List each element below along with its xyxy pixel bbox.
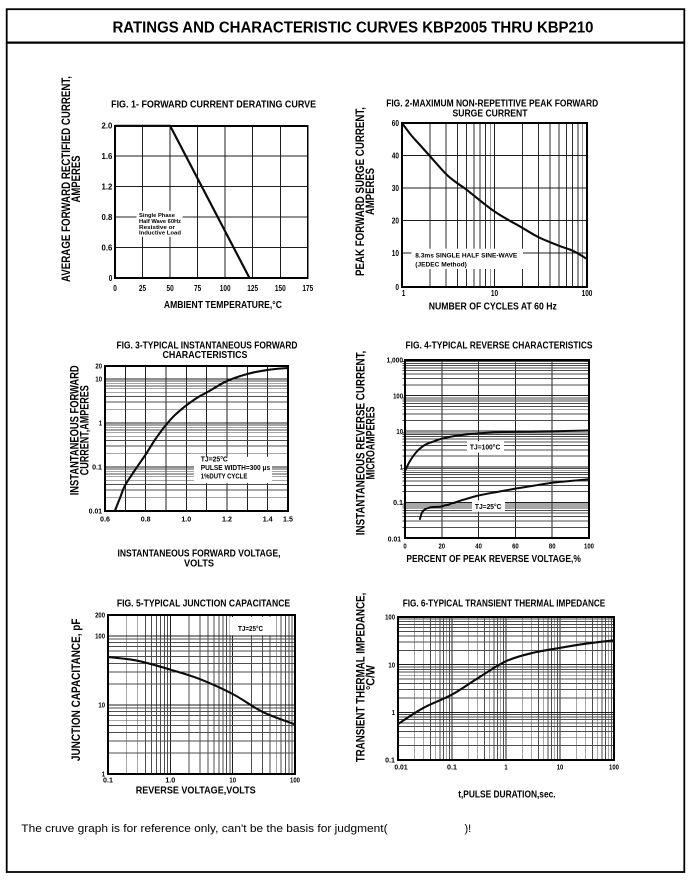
svg-text:AVERAGE FORWARD RECTIFIED CURR: AVERAGE FORWARD RECTIFIED CURRENT,AMPERE… xyxy=(59,76,83,282)
svg-text:TJ=100°C: TJ=100°C xyxy=(470,443,501,452)
svg-text:FIG. 4-TYPICAL REVERSE CHARACT: FIG. 4-TYPICAL REVERSE CHARACTERISTICS xyxy=(406,340,593,351)
svg-text:0.8: 0.8 xyxy=(141,517,151,524)
svg-text:100: 100 xyxy=(609,764,619,771)
svg-text:60: 60 xyxy=(512,543,519,550)
svg-text:0: 0 xyxy=(403,543,406,550)
svg-text:20: 20 xyxy=(95,364,102,371)
svg-text:10: 10 xyxy=(396,429,403,436)
svg-text:TRANSIENT THERMAL IMPEDANCE,°C: TRANSIENT THERMAL IMPEDANCE,°C/W xyxy=(354,593,378,763)
svg-text:2.0: 2.0 xyxy=(102,122,113,131)
svg-text:8.3ms SINGLE HALF SINE-WAVE: 8.3ms SINGLE HALF SINE-WAVE xyxy=(415,252,517,259)
svg-text:1: 1 xyxy=(402,289,406,298)
svg-text:0.8: 0.8 xyxy=(102,213,113,222)
svg-text:0.6: 0.6 xyxy=(100,517,110,524)
svg-text:40: 40 xyxy=(392,152,400,161)
svg-text:0.1: 0.1 xyxy=(103,778,113,785)
svg-text:10: 10 xyxy=(98,703,105,710)
svg-text:FIG. 1- FORWARD CURRENT DERATI: FIG. 1- FORWARD CURRENT DERATING CURVE xyxy=(111,99,316,110)
svg-text:1.0: 1.0 xyxy=(181,517,191,524)
svg-text:JUNCTION CAPACITANCE, pF: JUNCTION CAPACITANCE, pF xyxy=(69,619,83,762)
svg-text:10: 10 xyxy=(557,764,564,771)
svg-text:NUMBER OF CYCLES AT 60 Hz: NUMBER OF CYCLES AT 60 Hz xyxy=(429,302,557,313)
svg-text:100: 100 xyxy=(385,615,395,622)
svg-text:10: 10 xyxy=(392,249,400,258)
svg-text:0.1: 0.1 xyxy=(385,758,395,765)
svg-text:FIG. 6-TYPICAL TRANSIENT THERM: FIG. 6-TYPICAL TRANSIENT THERMAL IMPEDAN… xyxy=(403,598,606,609)
svg-text:100: 100 xyxy=(584,543,594,550)
svg-text:The cruve graph is for referen: The cruve graph is for reference only, c… xyxy=(21,823,388,835)
svg-text:1.0: 1.0 xyxy=(165,778,175,785)
svg-text:0.1: 0.1 xyxy=(92,465,102,472)
svg-text:Resistive or: Resistive or xyxy=(139,225,176,231)
svg-text:(JEDEC Method): (JEDEC Method) xyxy=(415,262,467,269)
svg-text:1.4: 1.4 xyxy=(263,517,273,524)
svg-text:0: 0 xyxy=(395,283,399,292)
svg-text:INSTANTANEOUS FORWARDCURRENT,A: INSTANTANEOUS FORWARDCURRENT,AMPERES xyxy=(68,365,92,495)
svg-text:30: 30 xyxy=(392,184,400,193)
svg-text:125: 125 xyxy=(247,284,258,293)
svg-text:75: 75 xyxy=(194,284,202,293)
svg-text:TJ=25°C: TJ=25°C xyxy=(475,502,502,511)
svg-text:1: 1 xyxy=(99,421,102,428)
svg-text:AMBIENT TEMPERATURE,°C: AMBIENT TEMPERATURE,°C xyxy=(164,300,282,311)
svg-text:100: 100 xyxy=(220,284,231,293)
svg-text:1.5: 1.5 xyxy=(283,517,293,524)
svg-text:50: 50 xyxy=(167,284,175,293)
svg-text:100: 100 xyxy=(582,289,593,298)
svg-text:FIG. 2-MAXIMUM NON-REPETITIVE: FIG. 2-MAXIMUM NON-REPETITIVE PEAK FORWA… xyxy=(386,99,598,110)
svg-text:20: 20 xyxy=(439,543,446,550)
svg-text:1.2: 1.2 xyxy=(102,183,113,192)
svg-text:1,000: 1,000 xyxy=(387,358,404,365)
svg-text:80: 80 xyxy=(549,543,556,550)
svg-text:200: 200 xyxy=(95,613,105,620)
svg-text:RATINGS AND CHARACTERISTIC CUR: RATINGS AND CHARACTERISTIC CURVES KBP200… xyxy=(113,20,594,37)
svg-text:20: 20 xyxy=(392,217,400,226)
svg-text:TJ=25°C: TJ=25°C xyxy=(201,456,228,464)
svg-text:150: 150 xyxy=(275,284,286,293)
svg-text:175: 175 xyxy=(302,284,313,293)
svg-text:0.1: 0.1 xyxy=(393,500,403,507)
svg-text:1: 1 xyxy=(400,465,403,472)
svg-text:0.6: 0.6 xyxy=(102,244,113,253)
svg-text:CHARACTERISTICS: CHARACTERISTICS xyxy=(163,350,248,361)
svg-text:40: 40 xyxy=(475,543,482,550)
svg-text:100: 100 xyxy=(290,778,300,785)
svg-text:10: 10 xyxy=(229,778,236,785)
svg-text:1%DUTY CYCLE: 1%DUTY CYCLE xyxy=(201,473,248,480)
svg-text:FIG. 5-TYPICAL JUNCTION CAPACI: FIG. 5-TYPICAL JUNCTION CAPACITANCE xyxy=(117,598,290,609)
svg-text:Single Phase: Single Phase xyxy=(139,213,176,219)
svg-text:Half Wave 60Hz: Half Wave 60Hz xyxy=(139,219,181,225)
svg-text:VOLTS: VOLTS xyxy=(184,558,214,569)
svg-text:0: 0 xyxy=(113,284,117,293)
svg-text:)!: )! xyxy=(465,823,472,835)
svg-text:1.2: 1.2 xyxy=(222,517,232,524)
svg-text:10: 10 xyxy=(95,377,102,384)
svg-text:INSTANTANEOUS REVERSE CURRENT,: INSTANTANEOUS REVERSE CURRENT,MICROAMPER… xyxy=(354,351,378,535)
svg-text:PULSE WIDTH=300 μs: PULSE WIDTH=300 μs xyxy=(201,465,270,472)
svg-text:10: 10 xyxy=(388,662,395,669)
svg-text:1: 1 xyxy=(102,772,105,779)
svg-text:0: 0 xyxy=(109,274,113,283)
svg-text:REVERSE VOLTAGE,VOLTS: REVERSE VOLTAGE,VOLTS xyxy=(136,785,256,796)
svg-text:1: 1 xyxy=(504,764,507,771)
svg-text:PEAK FORWARD SURGE CURRENT,AM: PEAK FORWARD SURGE CURRENT,AMPERES xyxy=(353,107,377,276)
svg-text:0.01: 0.01 xyxy=(89,509,102,516)
svg-text:1.6: 1.6 xyxy=(102,152,113,161)
svg-text:1: 1 xyxy=(392,710,395,717)
svg-text:10: 10 xyxy=(491,289,499,298)
svg-text:Inductive Load: Inductive Load xyxy=(139,231,181,237)
svg-text:TJ=25°C: TJ=25°C xyxy=(238,625,263,633)
svg-text:100: 100 xyxy=(393,393,403,400)
svg-text:25: 25 xyxy=(139,284,147,293)
svg-text:0.01: 0.01 xyxy=(394,764,407,771)
svg-text:t,PULSE DURATION,sec.: t,PULSE DURATION,sec. xyxy=(458,789,556,800)
svg-text:100: 100 xyxy=(95,634,105,641)
svg-text:INSTANTANEOUS FORWARD VOLTAGE,: INSTANTANEOUS FORWARD VOLTAGE, xyxy=(118,549,281,560)
svg-text:0.1: 0.1 xyxy=(447,764,457,771)
svg-text:PERCENT OF PEAK REVERSE VOLTAG: PERCENT OF PEAK REVERSE VOLTAGE,% xyxy=(406,554,581,565)
svg-text:0.01: 0.01 xyxy=(388,537,401,544)
svg-text:FIG. 3-TYPICAL INSTANTANEOUS F: FIG. 3-TYPICAL INSTANTANEOUS FORWARD xyxy=(117,340,298,351)
svg-text:SURGE CURRENT: SURGE CURRENT xyxy=(453,109,529,120)
svg-text:60: 60 xyxy=(392,119,400,128)
